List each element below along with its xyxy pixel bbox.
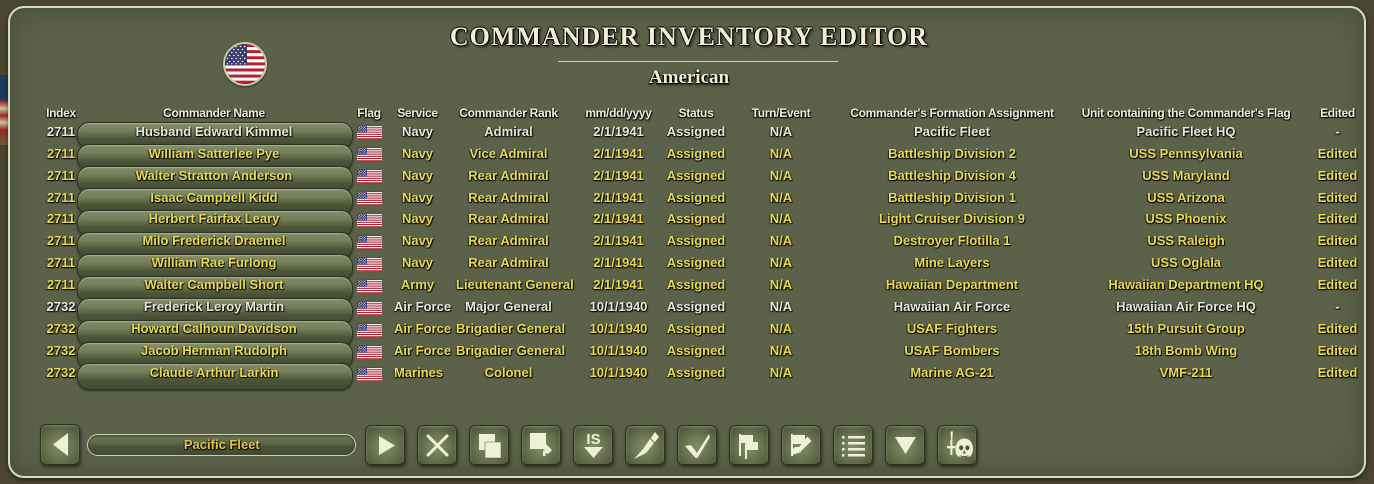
svg-text:IS: IS <box>586 431 600 448</box>
